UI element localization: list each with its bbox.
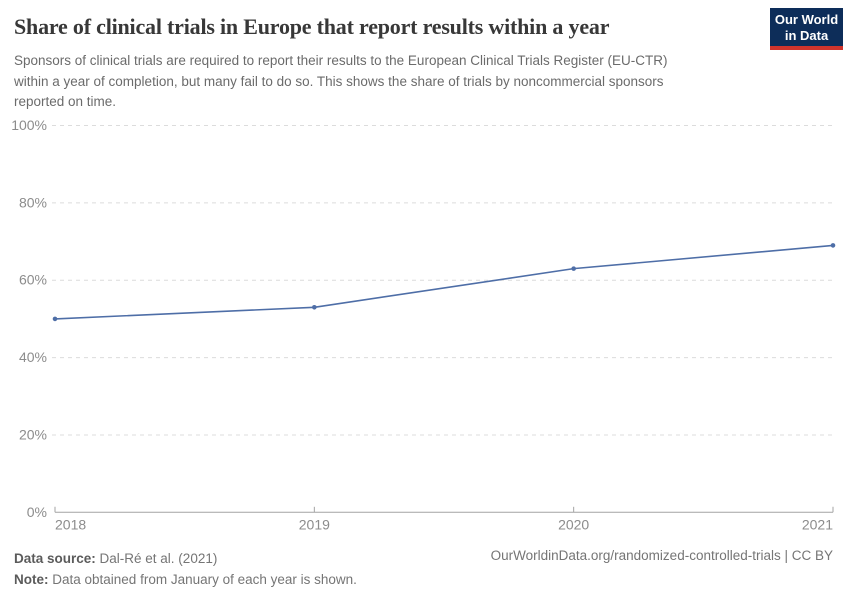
owid-footer-link[interactable]: OurWorldinData.org/randomized-controlled… [490,548,833,563]
logo-line2: in Data [784,28,829,43]
data-source-line: Data source: Dal-Ré et al. (2021) [14,548,357,569]
data-source-value: Dal-Ré et al. (2021) [95,551,218,566]
x-axis-label: 2021 [802,516,833,532]
y-axis-label: 20% [19,426,47,442]
x-axis-label: 2020 [558,516,589,532]
data-point[interactable] [312,304,317,310]
data-point[interactable] [830,243,836,248]
chart-footer: Data source: Dal-Ré et al. (2021) Note: … [14,548,357,590]
data-source-label: Data source: [14,551,96,566]
data-point[interactable] [571,266,576,271]
x-axis-label: 2019 [299,516,330,532]
chart-title: Share of clinical trials in Europe that … [14,14,610,39]
data-line [54,244,834,320]
note-value: Data obtained from January of each year … [48,572,357,587]
subtitle-line: reported on time. [14,94,117,109]
x-axis-label: 2018 [55,516,86,532]
subtitle-line: Sponsors of clinical trials are required… [14,53,668,68]
chart-subtitle: Sponsors of clinical trials are required… [14,51,668,113]
y-axis-label: 100% [11,117,47,133]
y-axis-label: 60% [19,272,47,288]
note-line: Note: Data obtained from January of each… [14,569,357,590]
owid-logo: Our World in Data [770,8,843,50]
data-point[interactable] [52,316,58,322]
y-axis-label: 0% [27,504,47,520]
logo-line1: Our World [774,12,839,27]
note-label: Note: [14,572,49,587]
y-axis-label: 40% [19,349,47,365]
y-axis-label: 80% [19,194,47,210]
subtitle-line: within a year of completion, but many fa… [14,73,664,89]
